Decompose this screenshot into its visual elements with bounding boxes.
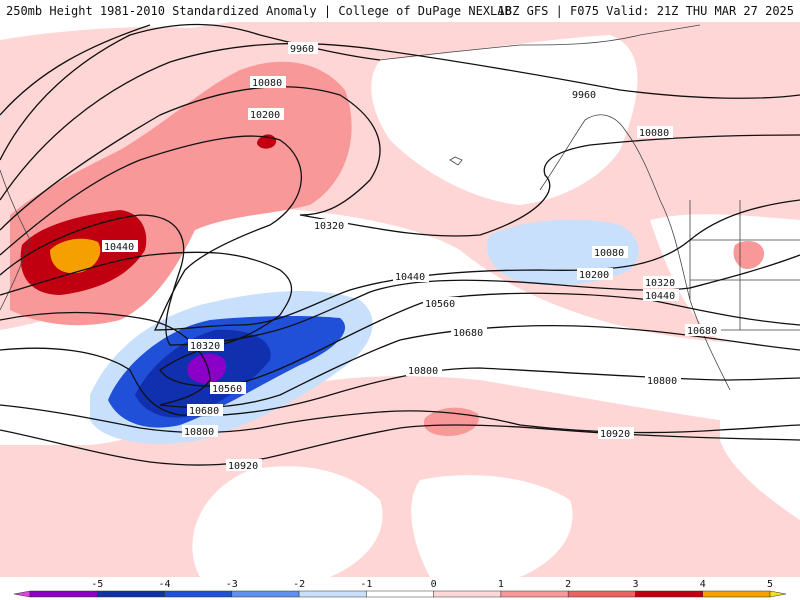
colorbar-swatch (433, 590, 502, 598)
contour-label: 10680 (451, 326, 487, 339)
svg-text:9960: 9960 (572, 90, 596, 101)
colorbar-tick-labels: -5 -4 -3 -2 -1 0 1 2 3 4 5 (91, 579, 773, 590)
positive-anomaly-4 (50, 238, 101, 274)
svg-text:10320: 10320 (314, 221, 344, 232)
svg-text:10200: 10200 (579, 270, 609, 281)
svg-text:10080: 10080 (594, 248, 624, 259)
contour-label: 10800 (645, 374, 681, 387)
contour-labels: 9960 9960 10080 10080 10080 10200 10200 … (102, 42, 721, 472)
contour-label: 10440 (102, 240, 138, 253)
svg-text:10920: 10920 (228, 461, 258, 472)
svg-text:10800: 10800 (408, 366, 438, 377)
contour-label: 10320 (312, 219, 348, 232)
contour-label: 10440 (643, 289, 679, 302)
colorbar-swatch (567, 590, 636, 598)
svg-text:10680: 10680 (453, 328, 483, 339)
contour-label: 10800 (406, 364, 442, 377)
colorbar-swatch (500, 590, 569, 598)
colorbar-swatch (635, 590, 703, 598)
contour-label: 10680 (685, 324, 721, 337)
contour-label: 10080 (592, 246, 628, 259)
svg-text:10680: 10680 (189, 406, 219, 417)
colorbar-right-arrow (769, 590, 787, 598)
colorbar-tick-label: 5 (767, 579, 773, 590)
svg-text:10080: 10080 (639, 128, 669, 139)
contour-label: 10200 (248, 108, 284, 121)
anomaly-colorbar: -5 -4 -3 -2 -1 0 1 2 3 4 5 (13, 579, 787, 598)
colorbar-tick-label: -5 (91, 579, 103, 590)
contour-label: 10560 (210, 382, 246, 395)
colorbar-swatch (366, 590, 434, 598)
svg-text:10680: 10680 (687, 326, 717, 337)
svg-text:10800: 10800 (184, 427, 214, 438)
colorbar-tick-label: -2 (293, 579, 305, 590)
colorbar-tick-label: 0 (431, 579, 437, 590)
map-title: 250mb Height 1981-2010 Standardized Anom… (6, 4, 512, 18)
svg-text:10440: 10440 (395, 272, 425, 283)
colorbar-tick-label: 3 (632, 579, 638, 590)
contour-label: 10920 (226, 459, 262, 472)
contour-label: 10560 (423, 297, 459, 310)
svg-text:10920: 10920 (600, 429, 630, 440)
svg-text:10440: 10440 (645, 291, 675, 302)
colorbar-tick-label: -4 (159, 579, 171, 590)
contour-label: 10800 (182, 425, 218, 438)
svg-text:10080: 10080 (252, 78, 282, 89)
svg-text:10440: 10440 (104, 242, 134, 253)
contour-label: 10320 (643, 276, 679, 289)
colorbar-tick-label: -1 (360, 579, 372, 590)
contour-label: 10920 (598, 427, 634, 440)
colorbar-tick-label: 4 (700, 579, 706, 590)
coastlines (0, 24, 800, 391)
svg-text:9960: 9960 (290, 44, 314, 55)
colorbar-tick-label: -3 (226, 579, 238, 590)
model-run-label: 18Z GFS | F075 Valid: 21Z THU MAR 27 202… (497, 4, 794, 18)
svg-text:10800: 10800 (647, 376, 677, 387)
contour-label: 10080 (250, 76, 286, 89)
colorbar-tick-label: 2 (565, 579, 571, 590)
svg-text:10560: 10560 (212, 384, 242, 395)
colorbar-swatch (231, 590, 300, 598)
contour-label: 9960 (288, 42, 318, 55)
positive-anomaly-2-east (733, 240, 765, 270)
colorbar-swatch (29, 590, 98, 598)
colorbar-swatch (97, 590, 165, 598)
colorbar-tick-label: 1 (498, 579, 504, 590)
svg-text:10320: 10320 (190, 341, 220, 352)
svg-text:10200: 10200 (250, 110, 280, 121)
contour-label: 10680 (187, 404, 223, 417)
colorbar-swatch (702, 590, 771, 598)
svg-text:10560: 10560 (425, 299, 455, 310)
svg-text:10320: 10320 (645, 278, 675, 289)
negative-anomaly-4 (187, 353, 227, 385)
contour-label: 10200 (577, 268, 613, 281)
contour-label: 10440 (393, 270, 429, 283)
colorbar-swatches (13, 590, 787, 598)
colorbar-left-arrow (13, 590, 31, 598)
map-header: 250mb Height 1981-2010 Standardized Anom… (0, 0, 800, 22)
contour-label: 10080 (637, 126, 673, 139)
contour-label: 9960 (570, 88, 600, 101)
contour-label: 10320 (188, 339, 224, 352)
colorbar-swatch (164, 590, 233, 598)
anomaly-map: 9960 9960 10080 10080 10080 10200 10200 … (0, 22, 800, 577)
colorbar-swatch (298, 590, 367, 598)
